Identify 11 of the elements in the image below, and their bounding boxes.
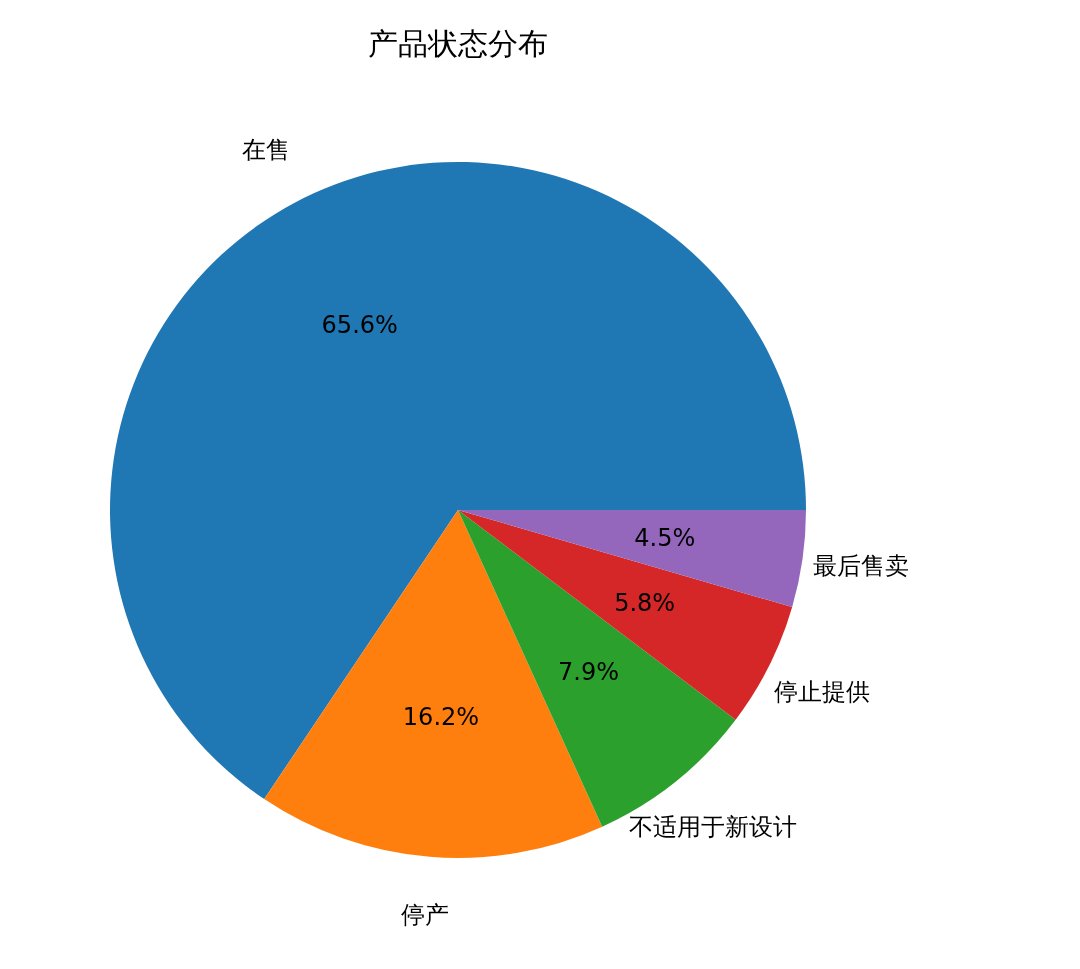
- data-label: 7.9%: [558, 657, 620, 686]
- slice-label: 最后售卖: [813, 552, 910, 581]
- data-label: 5.8%: [614, 588, 676, 617]
- data-label: 4.5%: [634, 524, 696, 553]
- chart-title: 产品状态分布: [368, 26, 548, 61]
- slice-label: 在售: [242, 135, 291, 164]
- slice-label: 不适用于新设计: [628, 812, 797, 841]
- data-label: 65.6%: [321, 310, 398, 339]
- slice-label: 停止提供: [773, 677, 870, 706]
- slice-label: 停产: [400, 900, 449, 929]
- data-label: 16.2%: [402, 703, 480, 732]
